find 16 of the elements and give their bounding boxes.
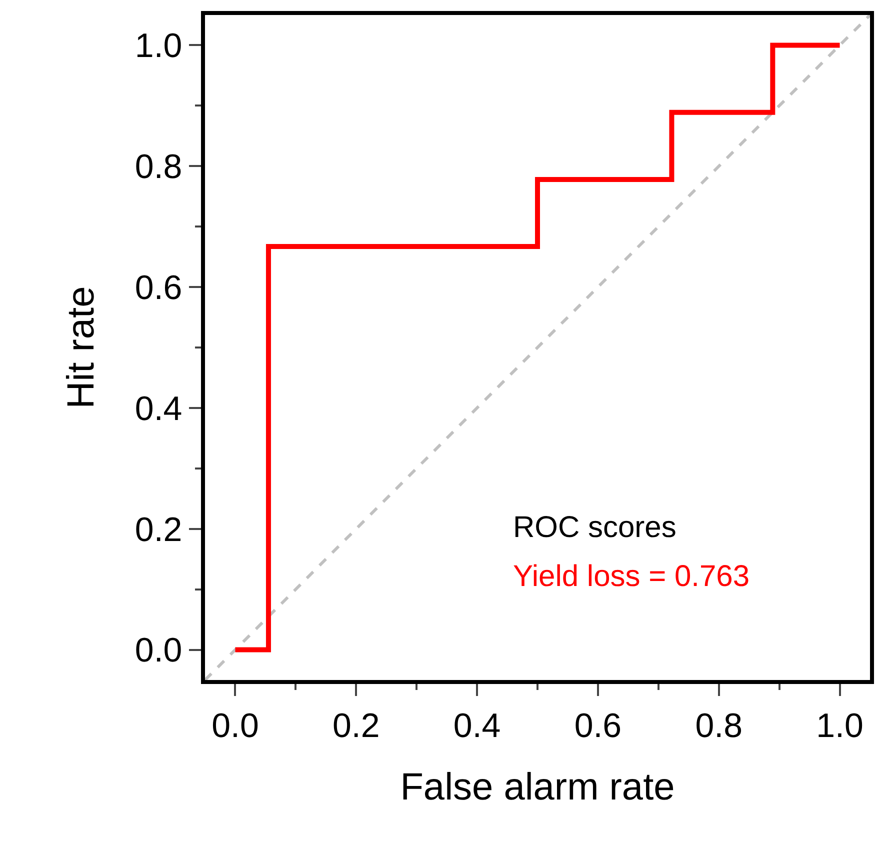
y-tick-label: 0.8 [134, 148, 182, 186]
x-tick-label: 0.6 [574, 706, 622, 745]
x-tick-label: 0.0 [212, 706, 259, 745]
annotation: ROC scores [513, 511, 676, 544]
x-tick-label: 0.2 [332, 706, 380, 745]
y-tick-label: 0.4 [134, 390, 182, 428]
y-tick-label: 0.6 [134, 268, 182, 307]
x-tick-label: 0.8 [695, 706, 742, 745]
y-tick-label: 1.0 [134, 27, 182, 66]
y-axis-title: Hit rate [60, 286, 103, 409]
y-tick-label: 0.0 [134, 632, 182, 670]
x-axis-title: False alarm rate [400, 766, 675, 808]
y-tick-label: 0.2 [134, 510, 182, 549]
x-tick-label: 0.4 [453, 706, 501, 745]
annotation: Yield loss = 0.763 [513, 560, 750, 593]
x-tick-label: 1.0 [816, 706, 864, 745]
